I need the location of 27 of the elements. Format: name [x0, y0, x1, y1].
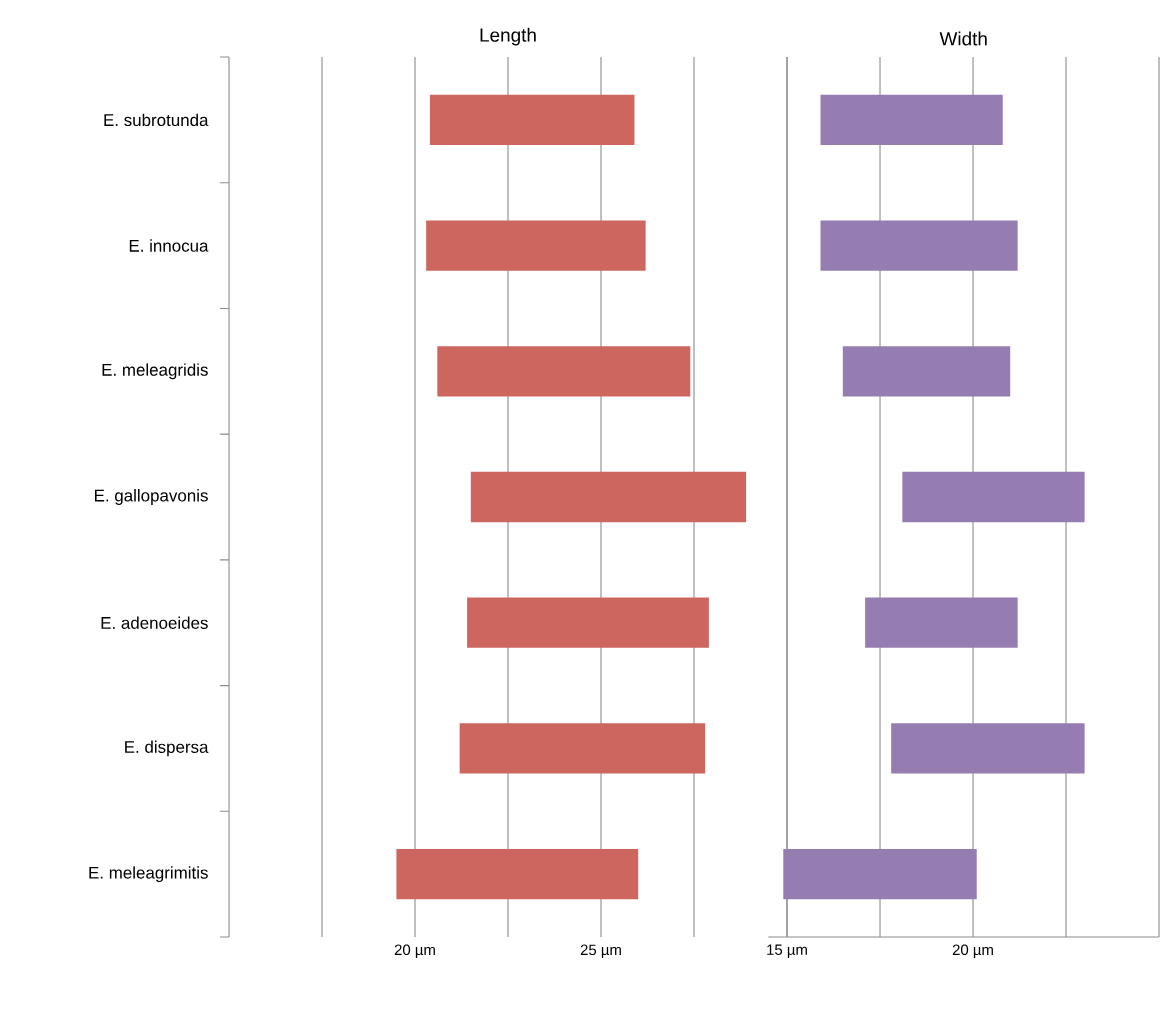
y-tick-label: E. subrotunda — [104, 113, 209, 127]
y-tick-label: E. gallopavonis — [95, 489, 208, 505]
y-tick-label: E. meleagrimitis — [89, 866, 208, 883]
bar — [865, 597, 1018, 648]
bar — [437, 346, 691, 397]
chart-title: Width — [939, 31, 987, 46]
y-tick-label: E. dispersa — [125, 740, 209, 757]
bar — [467, 597, 709, 648]
bar — [820, 94, 1003, 145]
bar — [426, 220, 646, 271]
chart-title: Length — [480, 27, 536, 46]
bar — [429, 94, 635, 145]
bar — [396, 849, 639, 900]
x-tick-label: 20 µm — [394, 944, 435, 959]
bar — [820, 220, 1018, 271]
x-tick-label: 15 µm — [767, 944, 807, 958]
bar — [902, 471, 1085, 523]
y-tick-label: E. adenoeides — [101, 616, 208, 629]
y-tick-label: E. meleagridis — [102, 363, 208, 380]
y-tick-label: E. innocua — [129, 239, 209, 252]
bar — [470, 471, 747, 523]
bar — [459, 723, 706, 774]
bar — [783, 849, 977, 900]
x-tick-label: 20 µm — [952, 944, 993, 959]
x-tick-label: 25 µm — [580, 944, 621, 959]
bar — [842, 346, 1011, 397]
bar — [891, 723, 1085, 774]
